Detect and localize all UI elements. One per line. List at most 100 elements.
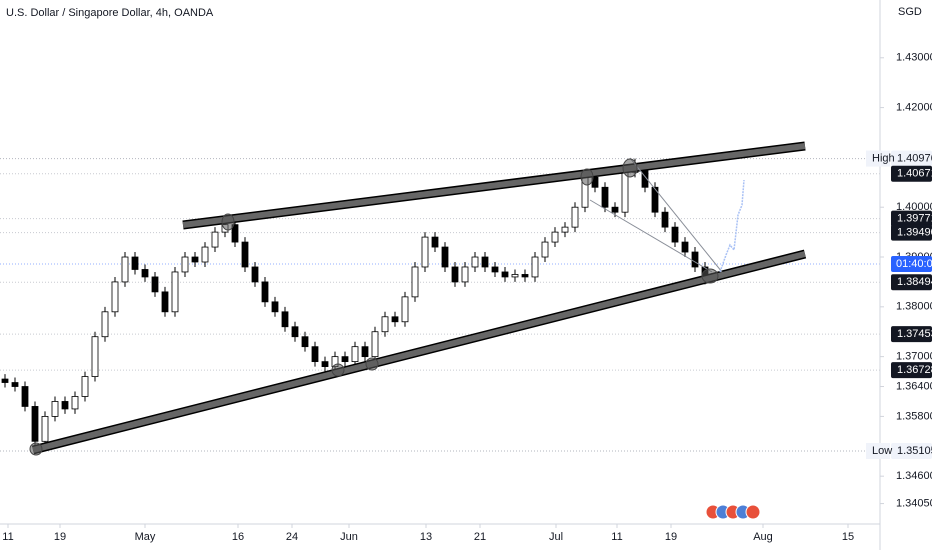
y-tick-label: 1.35800: [896, 410, 932, 422]
candle-body: [231, 224, 239, 243]
price-label: 1.39490: [897, 227, 932, 239]
touch-point: [29, 442, 43, 456]
touch-points: [29, 158, 719, 456]
candle-body: [261, 281, 269, 303]
channel-top: [182, 143, 806, 228]
price-tag-box: [866, 150, 890, 167]
x-tick-label: May: [135, 531, 156, 543]
price-tag-box: [866, 443, 890, 460]
candle-body: [511, 274, 519, 278]
y-tick-label: 1.37000: [896, 351, 932, 363]
x-tick-label: 15: [842, 531, 854, 543]
candle-body: [351, 346, 359, 363]
candle-body: [11, 382, 19, 387]
x-tick-label: 13: [420, 531, 432, 543]
candle-body: [1, 378, 9, 383]
price-tag: High: [872, 152, 895, 164]
x-tick-label: 11: [611, 531, 622, 543]
candle-body: [111, 281, 119, 313]
countdown: 01:40:03: [896, 258, 932, 270]
candle-body: [401, 296, 409, 323]
currency: SGD: [898, 6, 922, 18]
candle-body: [171, 271, 179, 313]
price-label-box: [891, 224, 932, 241]
candle-body: [381, 316, 389, 333]
y-tick-label: 1.42000: [896, 101, 932, 113]
candle-body: [651, 186, 659, 213]
candle-body: [191, 256, 199, 263]
x-tick-label: 19: [665, 531, 677, 543]
wedge-line: [589, 199, 713, 273]
price-label-box: [891, 274, 932, 291]
price-label: 1.37453: [897, 328, 932, 340]
touch-point: [331, 363, 345, 377]
candle-body: [681, 241, 689, 253]
candle-body: [461, 266, 469, 283]
candle-body: [141, 269, 149, 278]
candle-body: [431, 236, 439, 248]
candle-body: [161, 291, 169, 313]
y-tick-label: 1.36400: [896, 380, 932, 392]
candle-body: [31, 406, 39, 442]
price-label-box: [891, 210, 932, 227]
candle-body: [241, 241, 249, 268]
candle-body: [501, 271, 509, 278]
candle-body: [471, 256, 479, 268]
candle-body: [671, 226, 679, 243]
candle-body: [361, 346, 369, 358]
candle-body: [131, 256, 139, 270]
x-tick-label: Jul: [549, 531, 563, 543]
candle-body: [321, 361, 329, 367]
chart-title: U.S. Dollar / Singapore Dollar, 4h, OAND…: [6, 7, 214, 19]
candle-body: [451, 266, 459, 283]
price-label-box: [891, 362, 932, 379]
candle-body: [601, 186, 609, 208]
y-tick-label: 1.43000: [896, 52, 932, 64]
candle-body: [71, 396, 79, 410]
countdown-box: [891, 255, 932, 272]
candle-body: [181, 256, 189, 273]
event-icon[interactable]: [745, 504, 761, 520]
candle-body: [201, 246, 209, 263]
candle-body: [541, 241, 549, 258]
x-tick-label: 21: [474, 531, 486, 543]
candle-body: [371, 331, 379, 358]
candle-body: [121, 256, 129, 283]
price-label-box: [891, 165, 932, 182]
event-icons[interactable]: [705, 504, 761, 520]
candle-body: [441, 246, 449, 268]
price-tag: Low: [872, 445, 892, 457]
touch-point: [221, 213, 235, 231]
price-label: 1.36728: [897, 364, 932, 376]
price-label: 1.35105: [897, 445, 932, 457]
candle-body: [301, 336, 309, 348]
candle-body: [661, 211, 669, 228]
y-tick-label: 1.40000: [896, 201, 932, 213]
candle-body: [151, 276, 159, 293]
touch-point: [622, 158, 638, 178]
candle-body: [531, 256, 539, 278]
x-tick-label: 19: [54, 531, 66, 543]
touch-point: [365, 357, 379, 371]
x-tick-label: Aug: [753, 531, 773, 543]
candle-body: [551, 231, 559, 243]
touch-point: [701, 268, 719, 284]
price-label: 1.38494: [897, 276, 932, 288]
candle-body: [561, 226, 569, 233]
candle-body: [411, 266, 419, 298]
candle-body: [571, 206, 579, 228]
drawings: [29, 141, 807, 520]
candle-body: [91, 336, 99, 377]
candle-body: [491, 266, 499, 273]
candle-body: [691, 251, 699, 268]
wedge-line: [629, 157, 723, 273]
candle-body: [211, 231, 219, 248]
candle-body: [101, 311, 109, 338]
price-label-box: [891, 443, 932, 460]
candle-body: [251, 266, 259, 283]
channel-bottom: [32, 251, 806, 453]
candle-body: [41, 416, 49, 442]
